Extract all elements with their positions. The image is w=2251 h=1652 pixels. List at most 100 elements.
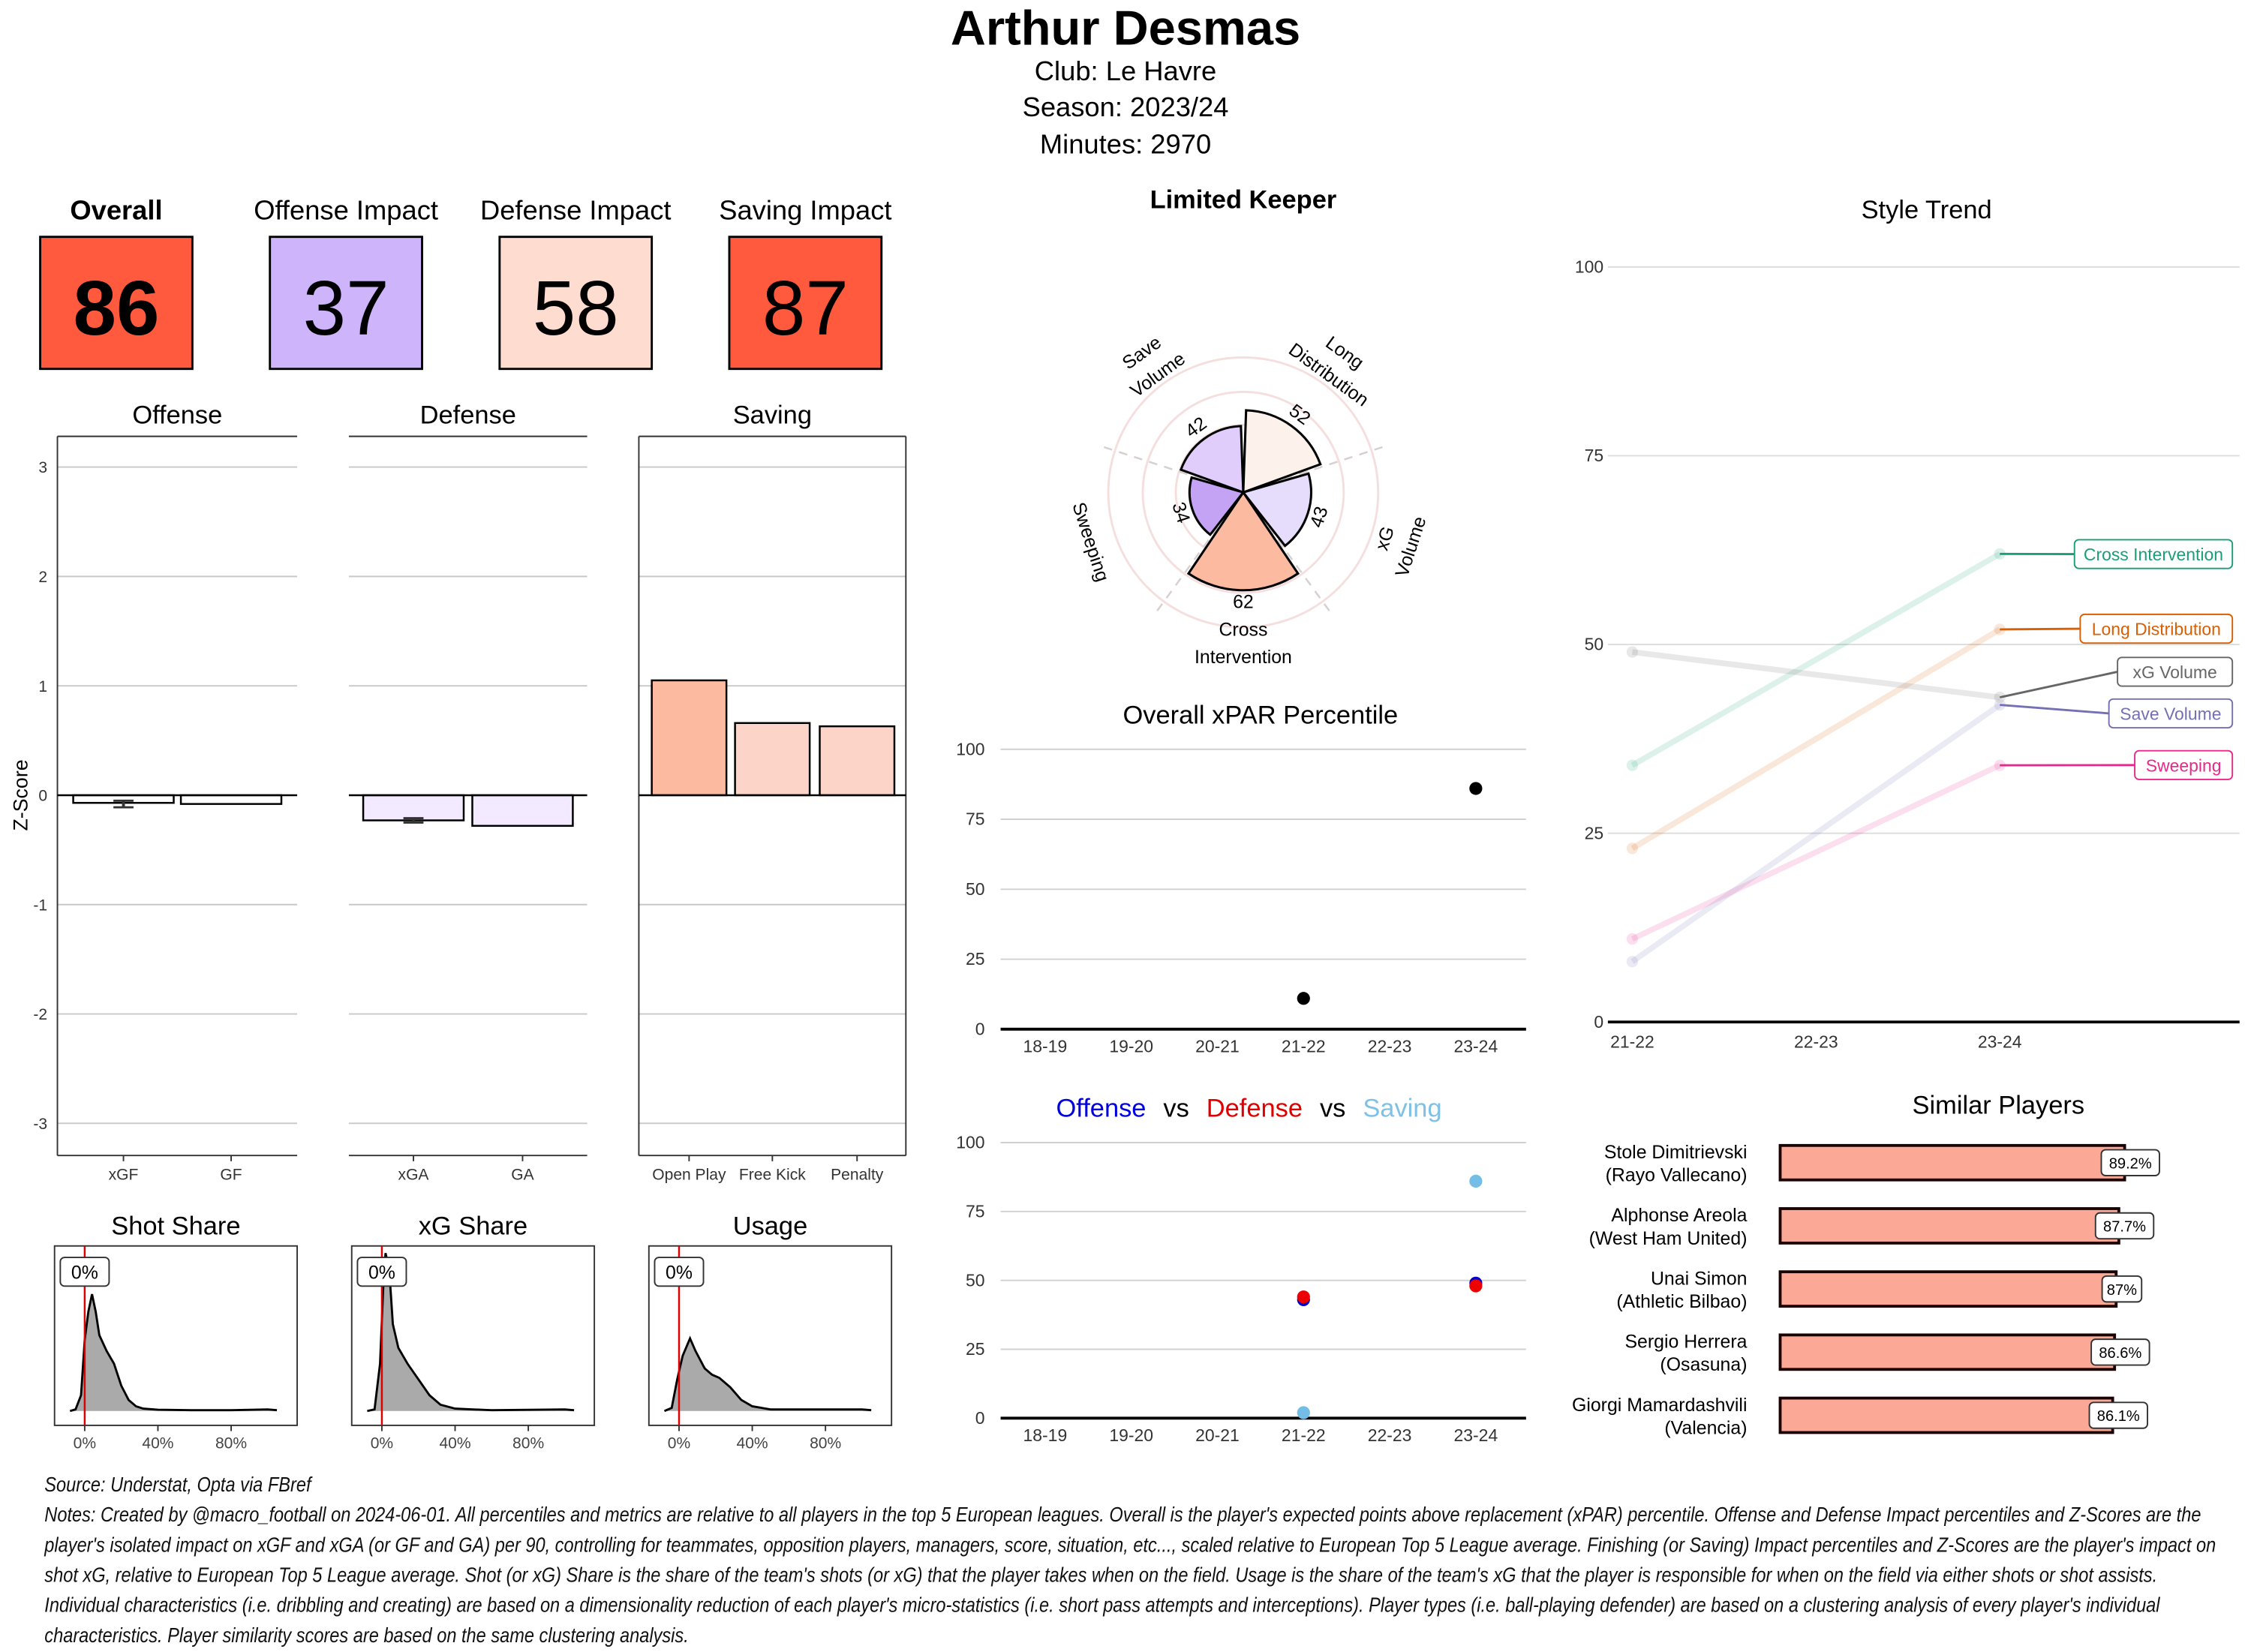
similarity-label: 86.1%: [2097, 1408, 2140, 1425]
trend-point: [1627, 646, 1638, 657]
y-tick-label: 50: [966, 879, 985, 899]
score-card-value: 86: [74, 264, 160, 351]
x-tick-label: 23-24: [1454, 1425, 1498, 1445]
similar-player-row: Stole Dimitrievski(Rayo Vallecano)89.2%: [1604, 1142, 2159, 1186]
trend-label: Save Volume: [2120, 704, 2221, 724]
trend-label-connector: [2000, 671, 2117, 697]
x-tick-label: 20-21: [1195, 1425, 1240, 1445]
data-point: [1469, 782, 1482, 794]
x-tick-label: xGF: [109, 1167, 139, 1184]
x-tick-label: 23-24: [1454, 1036, 1498, 1056]
x-tick-label: 22-23: [1368, 1036, 1412, 1056]
chart-title-part: vs: [1320, 1095, 1345, 1123]
panel-title: xG Share: [419, 1212, 527, 1240]
chart-title-part: Saving: [1363, 1095, 1441, 1123]
y-tick-label: 25: [1585, 823, 1604, 843]
x-tick-label: 20-21: [1195, 1036, 1240, 1056]
similarity-bar: [1780, 1398, 2112, 1433]
polar-value-label: 62: [1233, 592, 1254, 613]
density-area: [70, 1294, 277, 1411]
trend-point: [1627, 759, 1638, 770]
y-tick-label: 3: [38, 459, 47, 476]
data-point-defense: [1297, 1290, 1310, 1303]
x-tick-label: 80%: [215, 1435, 247, 1452]
similar-player-club: (Rayo Vallecano): [1606, 1165, 1748, 1186]
panel-title: Defense: [420, 401, 516, 429]
footer: Source: Understat, Opta via FBref Notes:…: [44, 1471, 2228, 1652]
similar-player-name: Sergio Herrera: [1624, 1332, 1747, 1353]
similarity-bar: [1780, 1272, 2116, 1306]
x-tick-label: 21-22: [1282, 1036, 1326, 1056]
similar-player-name: Alphonse Areola: [1611, 1205, 1747, 1226]
player-value-label: 0%: [368, 1263, 395, 1284]
minutes-line: Minutes: 2970: [1040, 129, 1211, 160]
similar-player-club: (Osasuna): [1660, 1354, 1747, 1375]
x-tick-label: 23-24: [1978, 1032, 2022, 1052]
chart-title-part: vs: [1163, 1095, 1189, 1123]
methodology-notes: Notes: Created by @macro_football on 202…: [44, 1501, 2228, 1652]
y-tick-label: -3: [33, 1116, 47, 1133]
x-tick-label: 0%: [668, 1435, 690, 1452]
score-card-label: Defense Impact: [480, 195, 672, 226]
chart-title: Limited Keeper: [1150, 185, 1337, 214]
x-tick-label: 0%: [74, 1435, 96, 1452]
score-card-label: Offense Impact: [254, 195, 438, 226]
bar-ga: [472, 795, 573, 826]
similar-player-row: Unai Simon(Athletic Bilbao)87%: [1616, 1268, 2141, 1312]
polar-category-label: LongDistribution: [1285, 317, 1388, 410]
x-tick-label: 80%: [810, 1435, 841, 1452]
style-polar-chart: Limited Keeper52LongDistribution43xGVolu…: [1068, 185, 1430, 668]
x-tick-label: 19-20: [1109, 1036, 1153, 1056]
x-tick-label: 22-23: [1368, 1425, 1412, 1445]
similar-player-club: (West Ham United): [1589, 1228, 1748, 1249]
similar-player-name: Stole Dimitrievski: [1604, 1142, 1748, 1163]
trend-point: [1627, 843, 1638, 854]
data-point: [1297, 992, 1310, 1005]
similar-player-club: (Valencia): [1664, 1417, 1747, 1438]
y-tick-label: 25: [966, 1339, 985, 1359]
x-tick-label: 21-22: [1610, 1032, 1654, 1052]
x-tick-label: Penalty: [831, 1167, 884, 1184]
data-point-saving: [1297, 1406, 1310, 1419]
y-tick-label: 50: [1585, 635, 1604, 654]
trend-label: xG Volume: [2133, 662, 2217, 682]
similar-player-row: Giorgi Mamardashvili(Valencia)86.1%: [1572, 1395, 2147, 1439]
x-tick-label: GF: [220, 1167, 242, 1184]
score-card-label: Overall: [70, 195, 162, 226]
similarity-label: 86.6%: [2099, 1345, 2141, 1362]
x-tick-label: 40%: [439, 1435, 470, 1452]
data-point-saving: [1469, 1175, 1482, 1188]
y-tick-label: 0: [1594, 1012, 1603, 1032]
chart-title: Similar Players: [1913, 1092, 2085, 1120]
x-tick-label: xGA: [398, 1167, 429, 1184]
x-tick-label: 40%: [142, 1435, 173, 1452]
bar-gf: [181, 795, 281, 804]
similar-player-name: Unai Simon: [1651, 1268, 1748, 1289]
x-tick-label: 0%: [371, 1435, 393, 1452]
season-line: Season: 2023/24: [1023, 92, 1229, 122]
y-tick-label: 0: [975, 1408, 985, 1428]
x-tick-label: 18-19: [1023, 1425, 1068, 1445]
x-tick-label: 80%: [512, 1435, 544, 1452]
y-tick-label: 75: [1585, 446, 1604, 465]
similarity-bar: [1780, 1146, 2124, 1180]
x-tick-label: 18-19: [1023, 1036, 1068, 1056]
x-tick-label: 19-20: [1109, 1425, 1153, 1445]
y-tick-label: 100: [956, 739, 984, 758]
y-tick-label: 2: [38, 569, 47, 586]
trend-label: Long Distribution: [2092, 620, 2221, 639]
similarity-bar: [1780, 1209, 2118, 1243]
x-tick-label: 21-22: [1282, 1425, 1326, 1445]
bar-free-kick: [735, 723, 810, 795]
panel-title: Saving: [733, 401, 812, 429]
